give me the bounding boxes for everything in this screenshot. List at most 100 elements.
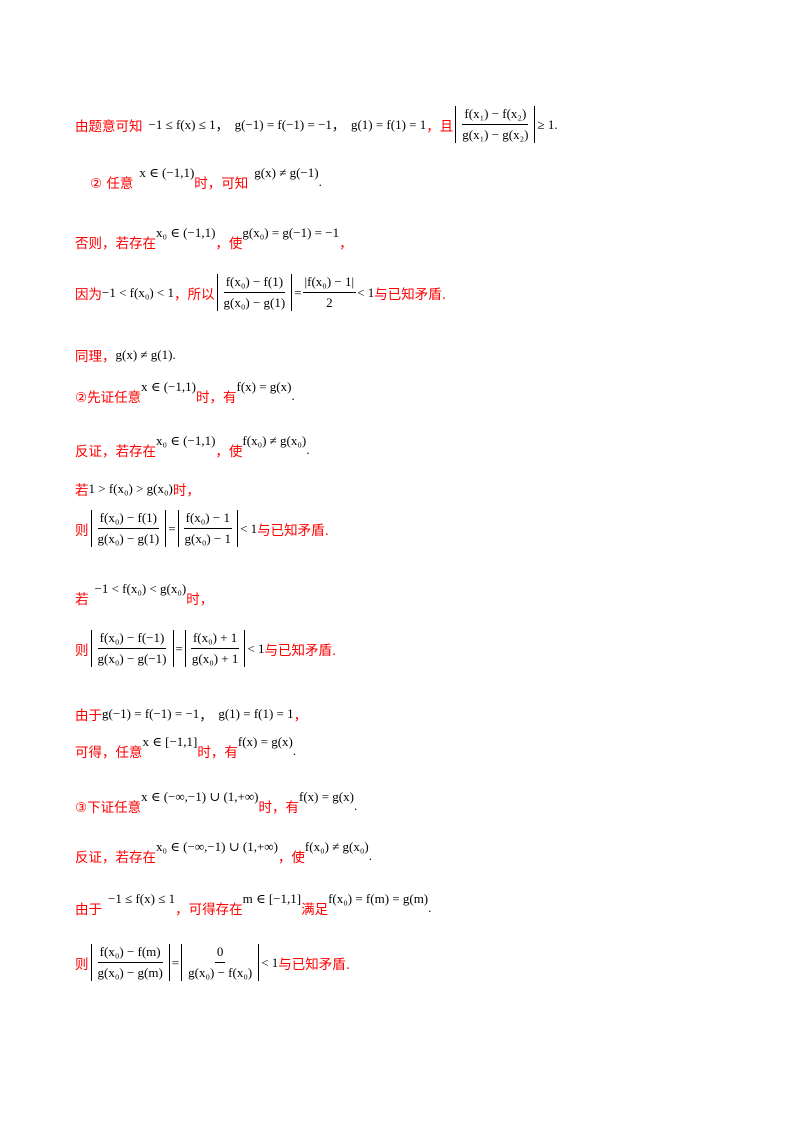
text: 则 [75,642,89,659]
period: . [318,174,322,189]
numerator: f(x₀) − f(−1) [97,630,167,649]
text: 与已知矛盾. [257,522,329,539]
proof-line: 若 1 > f(x₀) > g(x₀) 时， [75,479,200,499]
text: 若 [75,483,89,499]
numerator: 0 [214,944,226,963]
period: . [306,442,310,457]
absolute-fraction: f(x₀) − f(m) g(x₀) − g(m) [90,944,170,981]
formula: f(x) = g(x) [298,789,354,804]
proof-line-given: 由题意可知 −1 ≤ f(x) ≤ 1 ， g(−1) = f(−1) = −1… [75,106,558,143]
formula: f(x) = g(x) [237,734,293,749]
text: 由于 [75,708,102,724]
text: ②先证任意 [75,390,142,406]
proof-line-step: ② 任意 x ∈ (−1,1) 时，可知 g(x) ≠ g(−1) . [90,165,322,192]
formula: < 1 [357,284,375,300]
proof-line: 否则，若存在 x₀ ∈ (−1,1) ，使 g(x₀) = g(−1) = −1… [75,225,353,252]
text: 反证，若存在 [75,850,156,866]
numerator: f(x₀) − f(1) [97,510,160,529]
proof-line: 则 f(x₀) − f(1) g(x₀) − g(1) = f(x₀) − 1 g(… [75,510,329,547]
text: ，使 [277,850,305,866]
formula: g(x) ≠ g(1) [115,347,173,362]
text: 与已知矛盾. [374,286,446,303]
period: . [428,900,432,915]
formula: −1 ≤ f(x) ≤ 1 [108,891,176,906]
text: 否则，若存在 [75,236,156,252]
text: ，且 [426,118,454,135]
formula: g(x) ≠ g(−1) [254,165,319,180]
text: ， [339,236,353,252]
formula: −1 ≤ f(x) ≤ 1 [148,116,216,132]
text: 时， [186,592,214,608]
text: 与已知矛盾. [278,956,351,973]
formula: g(−1) = f(−1) = −1 [234,116,332,132]
denominator: g(x₁) − g(x₂) [462,127,529,142]
denominator: g(x₀) − f(x₀) [188,965,253,980]
formula: g(−1) = f(−1) = −1 [102,706,200,721]
numerator: f(x₁) − f(x₂) [462,106,529,125]
formula: x ∈ (−∞,−1) ∪ (1,+∞) [141,789,259,804]
formula: g(1) = f(1) = 1 [218,706,294,721]
period: . [291,388,295,403]
numerator: |f(x₀) − 1| [302,274,357,293]
equals: = [168,520,176,536]
text: 时，有 [258,800,299,816]
text: 若 [75,592,89,608]
formula: x ∈ (−1,1) [141,379,196,394]
proof-line: 可得，任意 x ∈ [−1,1] 时，有 f(x) = g(x) . [75,734,297,761]
formula: f(x₀) ≠ g(x₀) [242,433,307,448]
text: ，使 [215,236,243,252]
text: ② 任意 [90,176,134,192]
text: 由题意可知 [75,118,143,135]
text: 时，有 [195,390,237,406]
text: 与已知矛盾. [264,642,337,659]
formula: −1 < f(x₀) < g(x₀) [94,581,187,596]
text: 因为 [75,286,102,303]
absolute-fraction: f(x₀) − f(−1) g(x₀) − g(−1) [90,630,174,667]
formula: x ∈ (−1,1) [139,165,195,180]
text: ③下证任意 [75,800,142,816]
formula: < 1 [261,954,279,970]
denominator: g(x₀) − 1 [184,531,232,546]
denominator: 2 [326,295,333,310]
proof-line: 若 −1 < f(x₀) < g(x₀) 时， [75,581,214,608]
formula: g(1) = f(1) = 1 [350,116,427,132]
formula: −1 < f(x₀) < 1 [102,284,175,300]
numerator: f(x₀) + 1 [190,630,240,649]
proof-line: 则 f(x₀) − f(−1) g(x₀) − g(−1) = f(x₀) + 1… [75,630,336,667]
numerator: f(x₀) − f(m) [97,944,163,963]
proof-line: 反证，若存在 x₀ ∈ (−1,1) ，使 f(x₀) ≠ g(x₀) . [75,433,310,460]
equals: = [171,954,180,970]
text: 由于 [75,902,102,918]
formula: x₀ ∈ (−1,1) [156,225,216,240]
equals: = [175,640,183,656]
denominator: g(x₀) − g(1) [97,531,160,546]
proof-line-step: ②先证任意 x ∈ (−1,1) 时，有 f(x) = g(x) . [75,379,295,406]
numerator: f(x₀) − 1 [183,510,232,529]
text: 时，可知 [194,176,249,192]
absolute-fraction: f(x₀) − f(1) g(x₀) − g(1) [216,274,293,311]
proof-line-step: ③下证任意 x ∈ (−∞,−1) ∪ (1,+∞) 时，有 f(x) = g(… [75,789,357,816]
text: 反证，若存在 [75,444,156,460]
absolute-fraction: f(x₀) − 1 g(x₀) − 1 [177,510,239,547]
period: . [292,743,297,758]
text: ，所以 [174,286,215,303]
denominator: g(x₀) + 1 [191,651,239,666]
formula: m ∈ [−1,1] [242,891,302,906]
proof-line: 同理， g(x) ≠ g(1) . [75,345,176,365]
formula: 1 > f(x₀) > g(x₀) [88,481,173,496]
comma: ， [215,118,229,133]
formula: x₀ ∈ (−∞,−1) ∪ (1,+∞) [156,839,278,854]
text: 满足 [301,902,329,918]
text: 则 [75,956,89,973]
absolute-fraction: f(x₁) − f(x₂) g(x₁) − g(x₂) [455,106,536,143]
proof-line: 因为 −1 < f(x₀) < 1 ，所以 f(x₀) − f(1) g(x₀) … [75,274,446,311]
formula: g(x₀) = g(−1) = −1 [242,225,340,240]
comma: ， [331,118,345,133]
absolute-fraction: f(x₀) − f(1) g(x₀) − g(1) [90,510,167,547]
denominator: g(x₀) − g(−1) [97,651,167,666]
text: 时， [172,483,200,499]
text: 同理， [75,349,116,365]
period: . [368,848,373,863]
formula: x₀ ∈ (−1,1) [156,433,216,448]
text: 则 [75,522,89,539]
